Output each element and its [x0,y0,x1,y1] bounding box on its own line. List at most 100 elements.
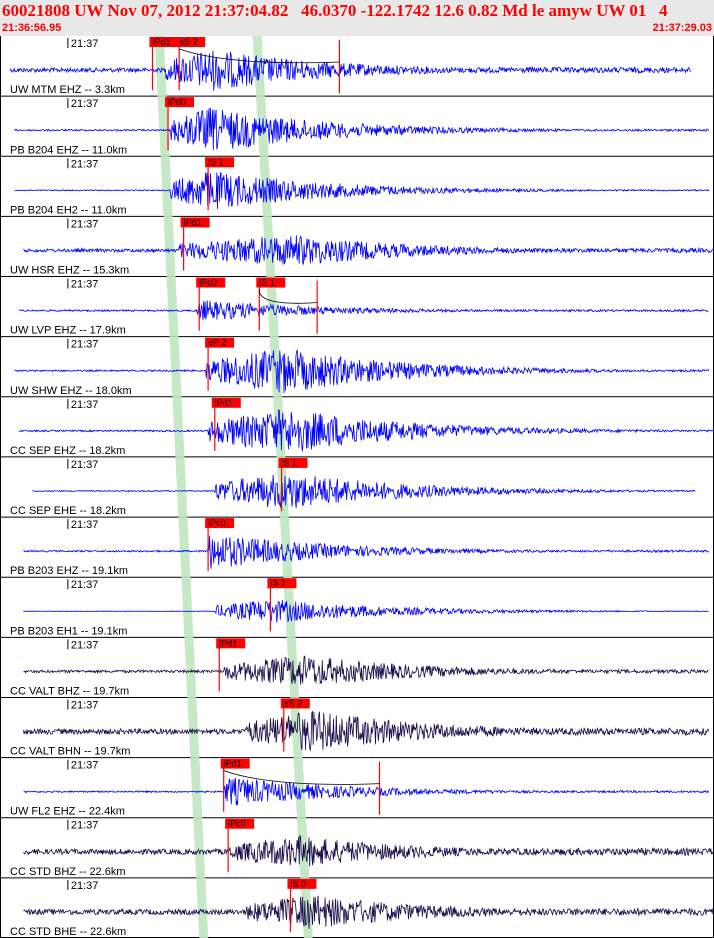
pick-label-box [280,698,310,709]
waveform [23,710,710,752]
waveform [32,474,696,508]
pick-label: iS 1 [282,458,298,468]
trace-label: CC VALT BHZ -- 19.7km [10,685,129,697]
time-tick-label: 21:37 [71,459,99,471]
trace-label: CC VALT BHN -- 19.7km [10,746,130,758]
time-tick-label: 21:37 [71,339,99,351]
pick-label-box [216,638,246,649]
time-tick-label: 21:37 [71,98,99,110]
trace-row: 21:37 iS 0 CC STD BHE -- 22.6km [10,878,714,938]
coda-duration-arc [179,48,340,64]
pick-label: eS 2 [179,37,198,47]
time-tick-label: 21:37 [71,158,99,170]
time-tick-label: 21:37 [71,760,99,772]
trace-label: UW MTM EHZ -- 3.3km [10,84,125,96]
trace-label: UW HSR EHZ -- 15.3km [10,265,129,277]
trace-label: PB B204 EHZ -- 11.0km [10,144,127,156]
pick-label: iPd1 [152,37,170,47]
pick-label-box [287,878,317,889]
time-tick-label: 21:37 [71,699,99,711]
trace-row: 21:37 iS 1 CC SEP EHE -- 18.2km [10,457,696,517]
time-tick-label: 21:37 [71,399,99,411]
pick-label: iPd1 [224,759,242,769]
waveform [23,834,714,867]
time-tick-label: 21:37 [71,38,99,50]
pick-label: eP 2 [208,338,226,348]
pick-label: iS 1 [208,157,224,167]
waveform [9,50,691,91]
pick-label-box [205,518,235,529]
trace-label: CC SEP EHZ -- 18.2km [10,445,125,457]
waveform [18,300,709,321]
trace-label: UW FL2 EHZ -- 22.4km [10,806,125,818]
trace-row: 21:37 iPd1 UW FL2 EHZ -- 22.4km [10,758,710,818]
waveform [14,107,710,151]
pick-label-box [205,157,235,168]
trace-row: 21:37 iPd0 PB B204 EHZ -- 11.0km [10,97,710,156]
time-tick-label: 21:37 [71,820,99,832]
waveform [23,535,710,569]
pick-label: iPd0 [168,97,186,107]
trace-row: 21:37 iPc0 iS 1 UW LVP EHZ -- 17.9km [10,277,709,337]
window-end-time: 21:37:29.03 [652,22,712,34]
trace-label: PB B203 EH1 -- 19.1km [10,625,127,637]
pick-label-box [205,337,235,348]
trace-row: 21:37 iS 1 PB B204 EH2 -- 11.0km [10,157,710,216]
pick-label-box [225,818,255,829]
time-tick-label: 21:37 [71,639,99,651]
pick-label-box [176,37,206,47]
trace-label: UW SHW EHZ -- 18.0km [10,385,132,397]
waveform [14,348,710,394]
waveform [23,777,710,806]
event-header: 60021808 UW Nov 07, 2012 21:37:04.82 46.… [0,0,714,36]
trace-row: 21:37 iPd1 CC SEP EHZ -- 18.2km [10,397,714,457]
trace-row: 21:37 iPc0 CC STD BHZ -- 22.6km [10,818,714,878]
pick-label: iPd1 [184,217,202,227]
waveform [23,600,709,623]
pick-label-box [211,397,241,408]
coda-duration-arc [223,770,380,785]
pick-label-box [278,457,308,468]
trace-row: 21:37 eP 2 UW SHW EHZ -- 18.0km [10,337,710,397]
pick-label-box [149,37,179,47]
trace-row: 21:37 iPd1 eS 2 UW MTM EHZ -- 3.3km [9,37,691,96]
pick-label-box [165,97,195,108]
pick-label-box [180,217,210,228]
time-tick-label: 21:37 [71,579,99,591]
waveform [18,409,714,452]
trace-label: UW LVP EHZ -- 17.9km [10,325,126,337]
pick-label: iS 0 [290,879,306,889]
pick-label: eS 2 [284,698,303,708]
pick-label: iPc0 [228,819,246,829]
waveform [23,655,709,685]
waveform [14,172,710,210]
trace-row: 21:37 iS 1 PB B203 EH1 -- 19.1km [10,578,709,637]
trace-label: PB B204 EH2 -- 11.0km [10,204,127,216]
trace-row: 21:37 iPd1 CC VALT BHZ -- 19.7km [10,638,709,697]
pick-label: iPd1 [215,398,233,408]
trace-label: PB B203 EHZ -- 19.1km [10,565,128,577]
pick-label-box [267,578,297,589]
seismogram-plot: 21:37 iPd1 eS 2 UW MTM EHZ -- 3.3km 21:37 iPd… [0,36,714,938]
predicted-p-band [154,36,209,938]
pick-label: iPd1 [219,638,237,648]
event-title: 60021808 UW Nov 07, 2012 21:37:04.82 46.… [2,1,668,20]
time-tick-label: 21:37 [71,880,99,892]
pick-label: iS 1 [270,578,286,588]
pick-label: iPc0 [208,518,226,528]
waveform [23,895,714,930]
trace-row: 21:37 eS 2 CC VALT BHN -- 19.7km [10,698,710,758]
pick-label-box [256,277,286,288]
waveform [23,235,714,265]
pick-label: iS 1 [259,278,275,288]
trace-row: 21:37 iPd1 UW HSR EHZ -- 15.3km [10,217,714,277]
time-tick-label: 21:37 [71,218,99,230]
pick-label-box [220,758,250,769]
trace-label: CC SEP EHE -- 18.2km [10,505,126,517]
time-tick-label: 21:37 [71,519,99,531]
pick-label: iPc0 [199,278,217,288]
trace-row: 21:37 iPc0 PB B203 EHZ -- 19.1km [10,518,710,577]
trace-label: CC STD BHE -- 22.6km [10,926,126,938]
coda-duration-arc [258,289,318,304]
trace-label: CC STD BHZ -- 22.6km [10,866,126,878]
